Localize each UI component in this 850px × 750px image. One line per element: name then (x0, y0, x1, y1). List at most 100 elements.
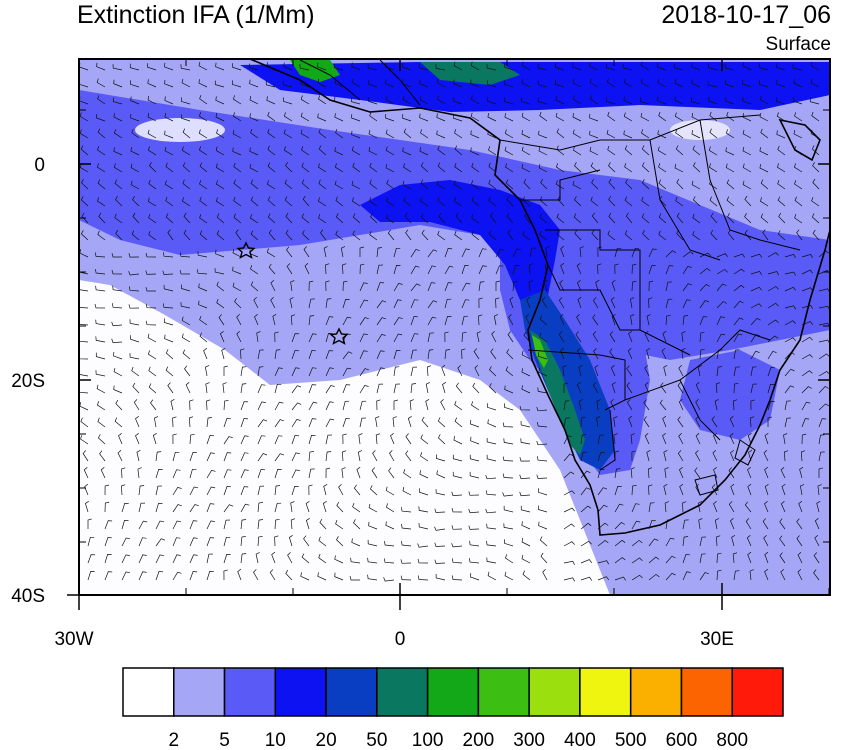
wind-barb (646, 314, 651, 326)
wind-barb (376, 247, 383, 258)
wind-barb (729, 518, 735, 530)
wind-barb (390, 433, 395, 445)
wind-barb (801, 336, 813, 343)
wind-barb (476, 331, 481, 343)
wind-barb (505, 554, 514, 564)
wind-barb (148, 383, 157, 394)
wind-barb (257, 502, 263, 513)
wind-barb (291, 435, 300, 445)
wind-barb (291, 469, 300, 479)
wind-barb (613, 416, 618, 428)
wind-barb (444, 315, 452, 326)
wind-barb (138, 520, 148, 530)
wind-barb (164, 113, 174, 122)
wind-barb (747, 551, 752, 564)
wind-barb (747, 483, 752, 496)
wind-barb (538, 368, 548, 377)
wind-barb (376, 264, 383, 275)
wind-barb (436, 180, 446, 190)
wind-barb (592, 314, 599, 326)
wind-barb (682, 571, 691, 581)
wind-barb (420, 434, 429, 445)
wind-barb (342, 280, 348, 292)
wind-barb (372, 450, 378, 462)
wind-barb (79, 129, 89, 139)
wind-barb (172, 504, 182, 513)
wind-barb (781, 484, 786, 496)
wind-barb (454, 162, 463, 173)
wind-barb (759, 147, 769, 156)
wind-barb (537, 387, 548, 394)
wind-barb (189, 433, 195, 445)
wind-barb (624, 145, 633, 156)
wind-barb (626, 365, 633, 377)
wind-barb (418, 63, 429, 71)
wind-barb (453, 436, 463, 445)
wind-barb (537, 97, 548, 105)
wind-barb (606, 97, 616, 105)
wind-barb (148, 179, 157, 190)
wind-barb (257, 485, 265, 496)
wind-barb (526, 296, 531, 309)
wind-barb (95, 319, 106, 326)
wind-barb (538, 488, 548, 496)
wind-barb (794, 180, 803, 190)
wind-barb (335, 196, 344, 207)
wind-barb (658, 163, 667, 173)
wind-barb (318, 128, 327, 139)
wind-barb (506, 349, 514, 360)
wind-barb (519, 405, 531, 411)
wind-barb (113, 367, 123, 377)
wind-barb (79, 357, 89, 360)
wind-barbs (79, 61, 830, 582)
wind-barb (469, 558, 480, 564)
wind-barb (471, 213, 480, 224)
wind-barb (453, 197, 463, 207)
wind-barb (749, 416, 755, 428)
wind-barb (716, 269, 728, 275)
wind-barb (749, 569, 754, 581)
wind-barb (631, 280, 637, 292)
wind-barb (461, 248, 470, 258)
wind-barb (249, 147, 259, 156)
wind-barb (814, 518, 820, 530)
wind-barb (556, 128, 565, 139)
wind-barb (648, 573, 660, 581)
wind-barb (359, 350, 368, 360)
colorbar-swatch (579, 667, 632, 717)
wind-barb (112, 97, 123, 105)
wind-barb (474, 365, 480, 377)
wind-barb (418, 522, 429, 530)
wind-barb (801, 418, 810, 428)
wind-barb (240, 401, 249, 411)
wind-barb (368, 146, 378, 156)
wind-barb (393, 383, 400, 394)
wind-barb (662, 415, 667, 428)
wind-barb (470, 147, 480, 156)
wind-barb (678, 399, 684, 411)
wind-barb (716, 316, 725, 326)
wind-barb (164, 62, 174, 71)
wind-barb (776, 97, 786, 105)
wind-barb (699, 316, 708, 326)
wind-barb (376, 399, 381, 411)
wind-barb (97, 146, 106, 156)
wind-barb (232, 112, 242, 122)
wind-barb (472, 382, 480, 394)
wind-barb (699, 252, 711, 258)
wind-barb (155, 538, 166, 547)
wind-barb (232, 95, 242, 105)
wind-barb (502, 456, 514, 462)
wind-barb (502, 422, 514, 428)
wind-barb (674, 163, 684, 173)
wind-barb (410, 366, 418, 377)
wind-barb (342, 400, 350, 411)
wind-barb (540, 552, 548, 564)
wind-barb (709, 128, 718, 139)
wind-barb (486, 64, 497, 71)
wind-barb (376, 350, 385, 360)
wind-barb (521, 130, 531, 139)
wind-barb (451, 558, 463, 564)
wind-barb (215, 163, 225, 173)
wind-barb (648, 248, 657, 258)
